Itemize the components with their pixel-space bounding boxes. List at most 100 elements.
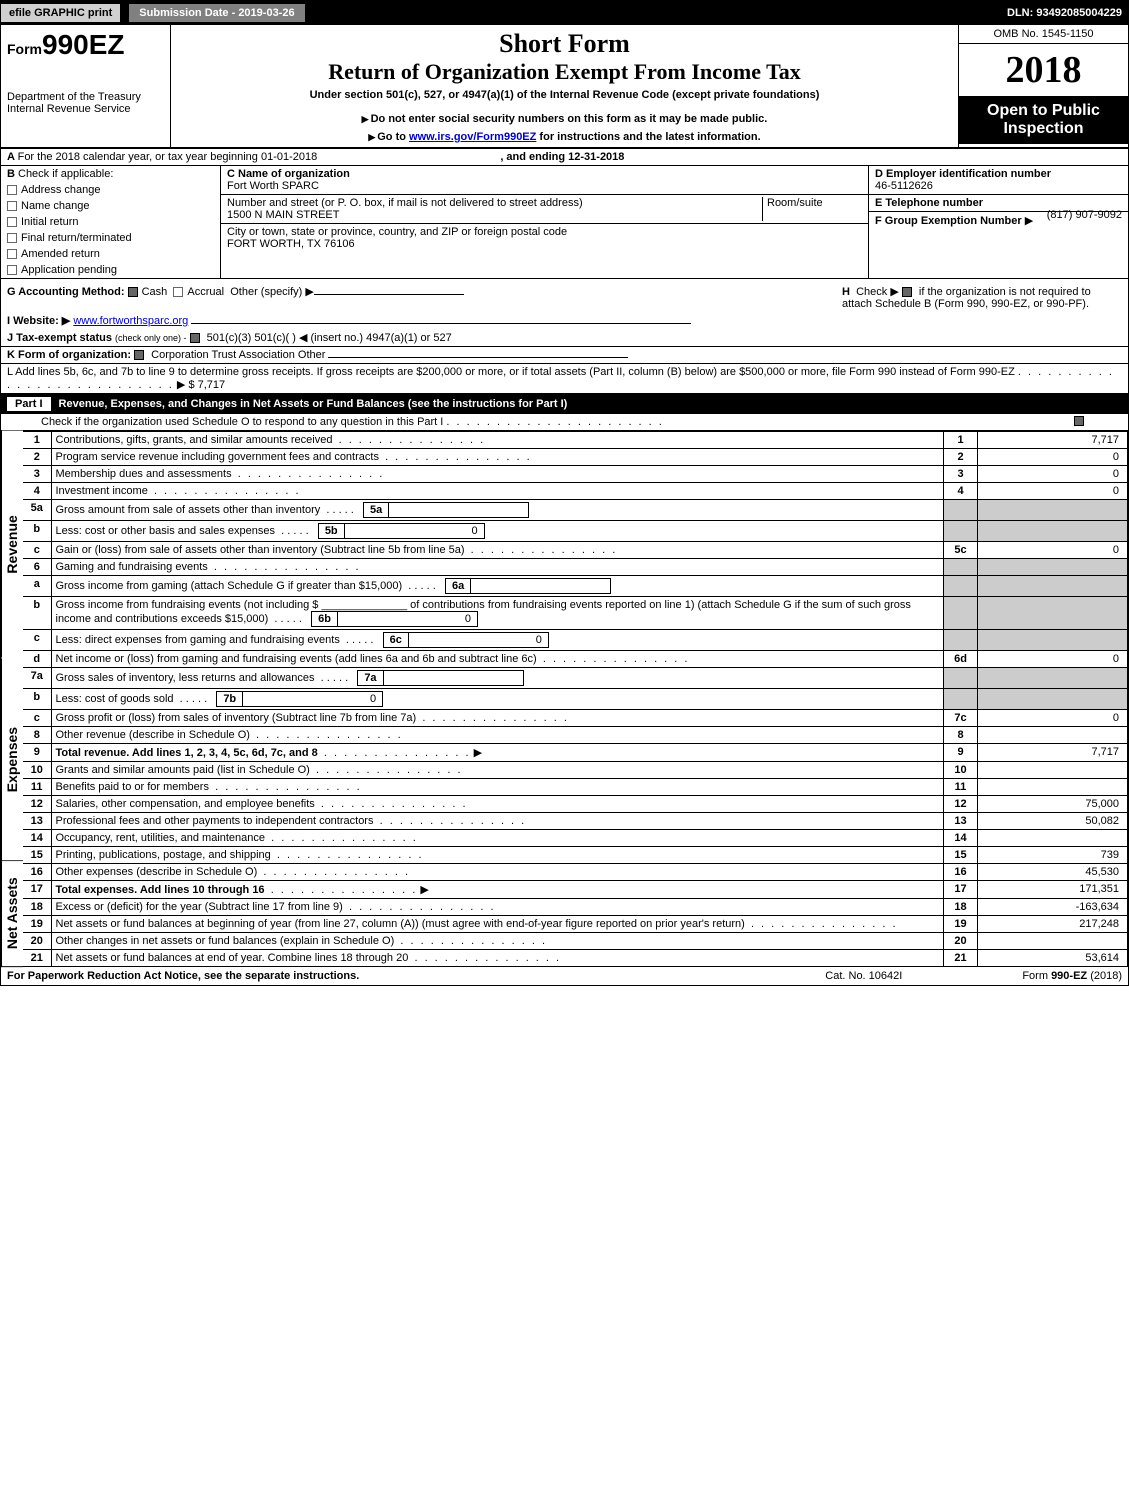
box-e-label: E Telephone number xyxy=(875,197,983,209)
line-number: 18 xyxy=(23,899,51,916)
irs-link[interactable]: www.irs.gov/Form990EZ xyxy=(409,131,536,143)
website-link[interactable]: www.fortworthsparc.org xyxy=(73,315,188,327)
line-amount xyxy=(978,727,1128,744)
chk-pending[interactable] xyxy=(7,265,17,275)
line-desc: Professional fees and other payments to … xyxy=(51,813,944,830)
box-j-opts: 501(c)(3) 501(c)( ) ◀ (insert no.) 4947(… xyxy=(207,332,452,344)
line-box: 7c xyxy=(944,710,978,727)
line-amount: 45,530 xyxy=(978,864,1128,881)
box-g-label: G Accounting Method: xyxy=(7,286,125,298)
line-number: 6 xyxy=(23,559,51,576)
line-l: L Add lines 5b, 6c, and 7b to line 9 to … xyxy=(1,364,1128,394)
line-amount: 75,000 xyxy=(978,796,1128,813)
chk-address-change[interactable] xyxy=(7,185,17,195)
line-j: J Tax-exempt status (check only one) - 5… xyxy=(1,329,1128,347)
org-address: 1500 N MAIN STREET xyxy=(227,209,339,221)
table-row: 13Professional fees and other payments t… xyxy=(23,813,1128,830)
line-box: 17 xyxy=(944,881,978,899)
line-a: A For the 2018 calendar year, or tax yea… xyxy=(1,148,1128,166)
line-amount: 7,717 xyxy=(978,744,1128,762)
opt-final-return: Final return/terminated xyxy=(21,232,132,244)
table-row: 3Membership dues and assessments . . . .… xyxy=(23,466,1128,483)
table-row: 19Net assets or fund balances at beginni… xyxy=(23,916,1128,933)
efile-print-button[interactable]: efile GRAPHIC print xyxy=(1,4,122,22)
title-main: Return of Organization Exempt From Incom… xyxy=(177,59,952,85)
table-row: 9Total revenue. Add lines 1, 2, 3, 4, 5c… xyxy=(23,744,1128,762)
line-box: 21 xyxy=(944,950,978,967)
line-box: 12 xyxy=(944,796,978,813)
chk-final-return[interactable] xyxy=(7,233,17,243)
label-revenue: Revenue xyxy=(1,431,23,658)
table-row: 12Salaries, other compensation, and empl… xyxy=(23,796,1128,813)
line-box-shaded xyxy=(944,630,978,651)
line-box: 4 xyxy=(944,483,978,500)
chk-schedule-o[interactable] xyxy=(1074,416,1084,426)
part-1-check: Check if the organization used Schedule … xyxy=(1,414,1128,431)
chk-corporation[interactable] xyxy=(134,350,144,360)
footer-mid: Cat. No. 10642I xyxy=(825,970,902,982)
line-amount xyxy=(978,779,1128,796)
line-box: 11 xyxy=(944,779,978,796)
line-desc: Gross income from fundraising events (no… xyxy=(51,597,944,630)
table-row: 4Investment income . . . . . . . . . . .… xyxy=(23,483,1128,500)
chk-name-change[interactable] xyxy=(7,201,17,211)
chk-amended[interactable] xyxy=(7,249,17,259)
box-h-label: H xyxy=(842,286,850,298)
table-row: 10Grants and similar amounts paid (list … xyxy=(23,762,1128,779)
table-row: bLess: cost of goods sold . . . . . 7b0 xyxy=(23,689,1128,710)
chk-schedule-b[interactable] xyxy=(902,287,912,297)
line-box: 8 xyxy=(944,727,978,744)
box-h-check: Check ▶ xyxy=(856,286,899,298)
line-number: d xyxy=(23,651,51,668)
line-desc: Gross income from gaming (attach Schedul… xyxy=(51,576,944,597)
chk-initial-return[interactable] xyxy=(7,217,17,227)
form-990ez-page: efile GRAPHIC print Submission Date - 20… xyxy=(0,0,1129,986)
line-g-h: G Accounting Method: Cash Accrual Other … xyxy=(1,279,1128,312)
chk-501c3[interactable] xyxy=(190,333,200,343)
line-a-ending: , and ending 12-31-2018 xyxy=(500,151,624,163)
line-number: 10 xyxy=(23,762,51,779)
topbar: efile GRAPHIC print Submission Date - 20… xyxy=(1,1,1128,25)
line-amount-shaded xyxy=(978,668,1128,689)
line-number: 4 xyxy=(23,483,51,500)
line-box: 9 xyxy=(944,744,978,762)
line-number: c xyxy=(23,542,51,559)
line-number: 21 xyxy=(23,950,51,967)
line-number: 11 xyxy=(23,779,51,796)
line-amount-shaded xyxy=(978,597,1128,630)
line-amount-shaded xyxy=(978,576,1128,597)
line-box-shaded xyxy=(944,559,978,576)
chk-cash[interactable] xyxy=(128,287,138,297)
line-number: 2 xyxy=(23,449,51,466)
addr-label: Number and street (or P. O. box, if mail… xyxy=(227,197,583,209)
line-amount: 171,351 xyxy=(978,881,1128,899)
ein-value: 46-5112626 xyxy=(875,180,933,192)
line-box: 13 xyxy=(944,813,978,830)
line-amount: 7,717 xyxy=(978,432,1128,449)
section-labels: Revenue Expenses Net Assets xyxy=(1,431,23,967)
line-desc: Less: direct expenses from gaming and fu… xyxy=(51,630,944,651)
table-row: cLess: direct expenses from gaming and f… xyxy=(23,630,1128,651)
room-suite: Room/suite xyxy=(762,197,862,221)
line-box: 3 xyxy=(944,466,978,483)
line-desc: Other revenue (describe in Schedule O) .… xyxy=(51,727,944,744)
instr-goto-prefix: Go to xyxy=(377,131,409,143)
opt-amended: Amended return xyxy=(21,248,100,260)
line-amount-shaded xyxy=(978,500,1128,521)
box-d-label: D Employer identification number xyxy=(875,168,1051,180)
arrow-icon: ▶ xyxy=(1025,215,1033,227)
lines-table: 1Contributions, gifts, grants, and simil… xyxy=(23,431,1128,967)
line-box: 20 xyxy=(944,933,978,950)
table-row: bLess: cost or other basis and sales exp… xyxy=(23,521,1128,542)
line-box-shaded xyxy=(944,576,978,597)
line-box: 19 xyxy=(944,916,978,933)
line-desc: Total revenue. Add lines 1, 2, 3, 4, 5c,… xyxy=(51,744,944,762)
line-box-shaded xyxy=(944,668,978,689)
line-amount-shaded xyxy=(978,630,1128,651)
chk-accrual[interactable] xyxy=(173,287,183,297)
line-number: a xyxy=(23,576,51,597)
line-desc: Contributions, gifts, grants, and simila… xyxy=(51,432,944,449)
box-b-label: Check if applicable: xyxy=(18,168,113,180)
line-number: 5a xyxy=(23,500,51,521)
line-number: 3 xyxy=(23,466,51,483)
